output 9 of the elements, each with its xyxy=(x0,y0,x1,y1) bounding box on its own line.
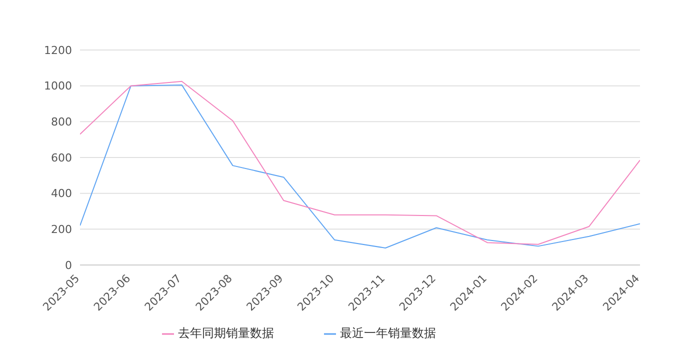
y-tick-label: 200 xyxy=(51,223,72,236)
y-tick-label: 600 xyxy=(51,151,72,164)
y-tick-label: 400 xyxy=(51,187,72,200)
y-tick-label: 800 xyxy=(51,116,72,129)
legend-label: 去年同期销量数据 xyxy=(178,326,274,340)
y-tick-label: 1200 xyxy=(44,44,72,57)
y-tick-label: 1000 xyxy=(44,80,72,93)
legend-label: 最近一年销量数据 xyxy=(340,326,436,340)
y-tick-label: 0 xyxy=(65,258,72,272)
